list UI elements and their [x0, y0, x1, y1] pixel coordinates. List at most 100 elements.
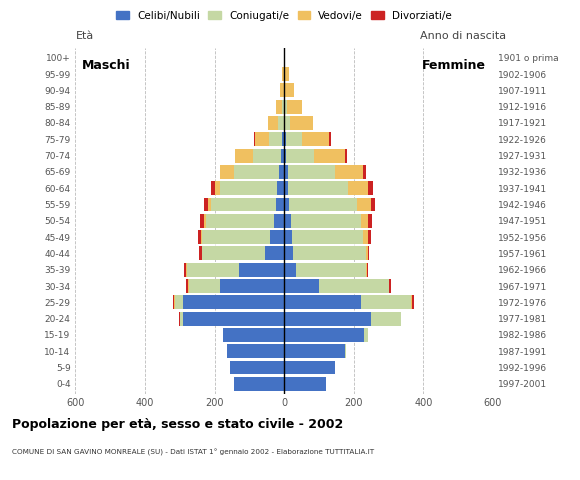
Bar — [284, 84, 285, 97]
Bar — [319, 279, 389, 293]
Bar — [284, 295, 361, 309]
Bar — [357, 198, 371, 211]
Bar — [293, 246, 366, 260]
Bar — [276, 198, 284, 211]
Bar — [279, 165, 284, 179]
Bar — [368, 246, 369, 260]
Bar — [211, 198, 276, 211]
Bar — [268, 116, 278, 130]
Bar — [302, 132, 329, 146]
Bar — [366, 246, 368, 260]
Bar — [281, 149, 284, 163]
Bar — [282, 100, 284, 114]
Bar — [368, 181, 372, 195]
Bar — [183, 295, 284, 309]
Bar — [412, 295, 414, 309]
Bar — [290, 116, 313, 130]
Bar — [220, 279, 284, 293]
Bar — [220, 165, 234, 179]
Bar — [371, 312, 401, 325]
Bar — [186, 263, 187, 276]
Bar — [199, 246, 202, 260]
Bar — [184, 263, 186, 276]
Bar — [362, 165, 366, 179]
Bar — [186, 279, 188, 293]
Bar — [278, 116, 284, 130]
Bar — [284, 132, 286, 146]
Text: Maschi: Maschi — [82, 60, 131, 72]
Bar — [284, 328, 364, 342]
Bar — [223, 328, 284, 342]
Bar — [347, 181, 368, 195]
Bar — [282, 67, 284, 81]
Bar — [230, 360, 284, 374]
Bar — [255, 132, 269, 146]
Bar — [202, 246, 265, 260]
Bar — [366, 263, 367, 276]
Bar — [220, 181, 277, 195]
Bar — [274, 214, 284, 228]
Bar — [201, 230, 202, 244]
Bar — [284, 51, 285, 65]
Bar — [368, 230, 371, 244]
Bar — [296, 263, 366, 276]
Bar — [215, 181, 220, 195]
Bar — [368, 214, 372, 228]
Bar — [389, 279, 391, 293]
Text: Femmine: Femmine — [422, 60, 486, 72]
Bar — [335, 165, 362, 179]
Bar — [277, 181, 284, 195]
Bar — [292, 230, 363, 244]
Bar — [314, 149, 345, 163]
Bar — [175, 295, 183, 309]
Bar — [284, 377, 326, 391]
Bar — [173, 295, 174, 309]
Bar — [253, 149, 281, 163]
Bar — [361, 295, 411, 309]
Bar — [270, 230, 284, 244]
Bar — [284, 360, 335, 374]
Text: Età: Età — [75, 31, 93, 41]
Bar — [284, 344, 345, 358]
Bar — [411, 295, 412, 309]
Bar — [254, 132, 255, 146]
Bar — [289, 198, 357, 211]
Bar — [284, 181, 288, 195]
Bar — [371, 198, 375, 211]
Bar — [364, 328, 368, 342]
Bar — [280, 84, 284, 97]
Bar — [284, 279, 319, 293]
Bar — [265, 246, 284, 260]
Bar — [284, 67, 289, 81]
Bar — [284, 165, 288, 179]
Bar — [204, 214, 206, 228]
Bar — [345, 344, 346, 358]
Legend: Celibi/Nubili, Coniugati/e, Vedovi/e, Divorziati/e: Celibi/Nubili, Coniugati/e, Vedovi/e, Di… — [112, 7, 456, 25]
Bar — [187, 263, 239, 276]
Bar — [288, 165, 335, 179]
Bar — [234, 377, 284, 391]
Bar — [284, 263, 296, 276]
Bar — [329, 132, 331, 146]
Bar — [284, 214, 291, 228]
Bar — [200, 214, 204, 228]
Bar — [188, 279, 189, 293]
Bar — [174, 295, 175, 309]
Bar — [285, 100, 287, 114]
Bar — [183, 312, 284, 325]
Bar — [269, 132, 282, 146]
Bar — [361, 214, 368, 228]
Bar — [367, 263, 368, 276]
Bar — [288, 181, 347, 195]
Bar — [188, 279, 220, 293]
Bar — [286, 132, 302, 146]
Bar — [284, 230, 292, 244]
Bar — [363, 230, 368, 244]
Bar — [211, 181, 215, 195]
Bar — [179, 312, 180, 325]
Text: Popolazione per età, sesso e stato civile - 2002: Popolazione per età, sesso e stato civil… — [12, 418, 343, 431]
Bar — [287, 100, 302, 114]
Bar — [239, 263, 284, 276]
Bar — [282, 132, 284, 146]
Bar — [284, 116, 285, 130]
